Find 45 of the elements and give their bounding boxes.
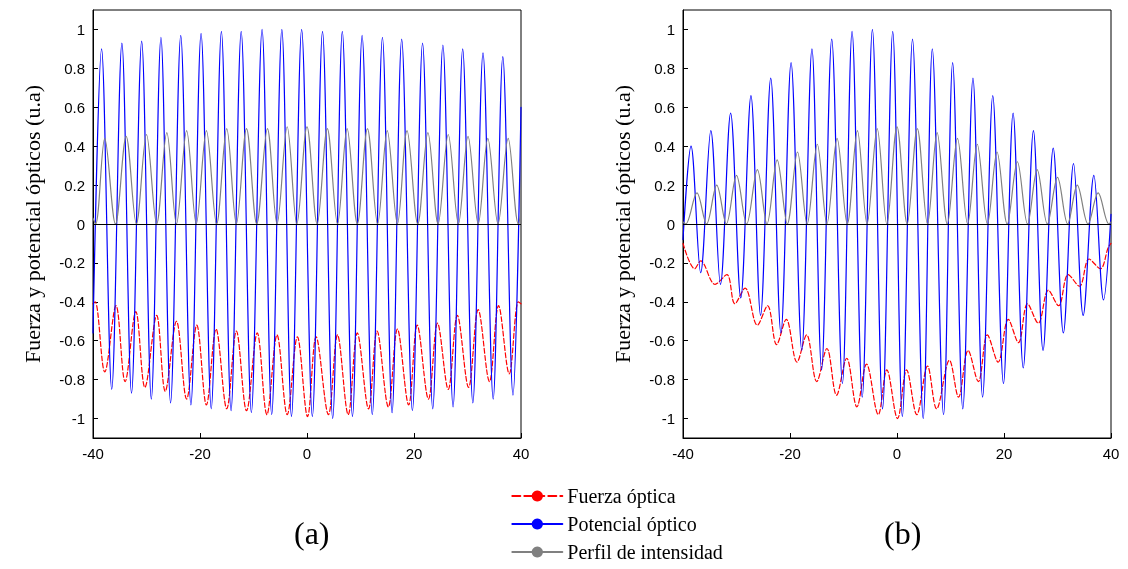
y-axis-title: Fuerza y potencial ópticos (u.a) xyxy=(19,85,45,363)
x-tick-label: 0 xyxy=(892,445,902,462)
line-series xyxy=(92,28,522,420)
y-tick-label: 0.8 xyxy=(64,59,85,77)
y-tick-label: 0.4 xyxy=(64,137,85,155)
y-tick-label: -0.6 xyxy=(649,332,675,350)
y-tick-label: -1 xyxy=(661,410,675,428)
line-series xyxy=(682,28,1112,420)
y-tick-label: 0.4 xyxy=(654,137,675,155)
legend-label: Fuerza óptica xyxy=(567,485,676,508)
y-tick-label: 1 xyxy=(666,20,675,38)
y-tick-label: 0.6 xyxy=(654,98,675,116)
y-tick-label: 0.8 xyxy=(654,59,675,77)
y-tick-label: 0 xyxy=(666,215,675,233)
y-tick-label: 0.6 xyxy=(64,98,85,116)
y-axis-title: Fuerza y potencial ópticos (u.a) xyxy=(609,85,635,363)
x-tick-label: 20 xyxy=(995,445,1013,462)
x-tick-label: -20 xyxy=(779,445,801,462)
y-tick-label: -0.8 xyxy=(59,371,85,389)
line-series xyxy=(682,242,1112,420)
y-tick-label: -0.4 xyxy=(649,293,675,311)
x-tick-label: -20 xyxy=(189,445,211,462)
y-tick-label: 1 xyxy=(76,20,85,38)
line-series xyxy=(682,126,1112,225)
y-tick-label: -1 xyxy=(71,410,85,428)
text: (a) xyxy=(294,515,330,551)
line-series xyxy=(92,301,522,418)
x-tick-label: 40 xyxy=(512,445,530,462)
x-tick-label: -40 xyxy=(672,445,694,462)
legend-label: Perfil de intensidad xyxy=(567,541,723,563)
y-tick-label: -0.2 xyxy=(649,254,675,272)
line-series xyxy=(92,126,522,225)
legend-label: Potencial óptico xyxy=(567,513,697,536)
x-tick-label: 20 xyxy=(405,445,423,462)
y-tick-label: -0.8 xyxy=(649,371,675,389)
y-tick-label: 0.2 xyxy=(654,176,675,194)
y-tick-label: -0.4 xyxy=(59,293,85,311)
x-tick-label: 40 xyxy=(1102,445,1120,462)
y-tick-label: 0.2 xyxy=(64,176,85,194)
x-tick-label: 0 xyxy=(302,445,312,462)
y-tick-label: 0 xyxy=(76,215,85,233)
y-tick-label: -0.6 xyxy=(59,332,85,350)
text: (b) xyxy=(884,515,922,551)
y-tick-label: -0.2 xyxy=(59,254,85,272)
x-tick-label: -40 xyxy=(82,445,104,462)
